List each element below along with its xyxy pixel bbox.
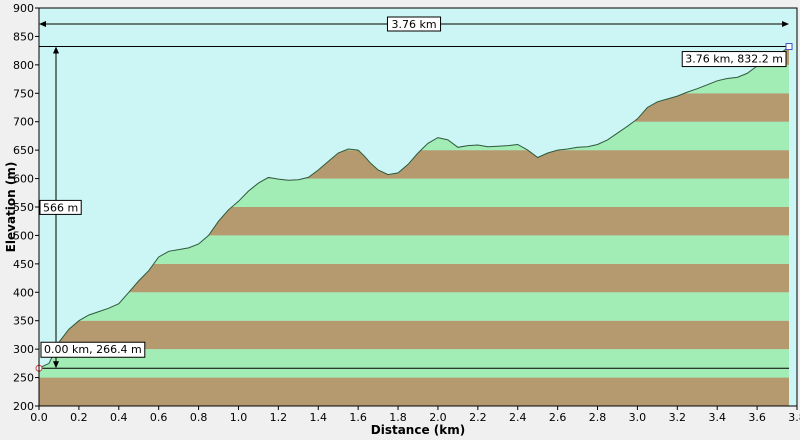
x-tick-label: 1.6 [349, 411, 367, 424]
x-axis-title: Distance (km) [371, 423, 465, 437]
y-tick-label: 600 [13, 173, 34, 186]
elevation-band-400 [39, 263, 789, 293]
y-tick-label: 400 [13, 286, 34, 299]
x-tick-label: 3.6 [748, 411, 766, 424]
x-tick-label: 2.4 [509, 411, 527, 424]
x-tick-label: 1.0 [230, 411, 248, 424]
x-tick-label: 2.8 [589, 411, 607, 424]
end-point-label-box [681, 51, 787, 68]
elevation-gain-label-box [39, 199, 82, 215]
x-tick-label: 1.2 [270, 411, 288, 424]
measurement-annotations: 3.76 km 566 m 0.00 km, 266.4 m 3.76 km, … [35, 16, 793, 372]
x-axis-ticks: 0.0 0.2 0.4 0.6 0.8 1.0 1.2 1.4 1.6 1.8 2.0 2.2 2.4 2… [30, 406, 800, 424]
y-tick-label: 500 [13, 229, 34, 242]
x-tick-label: 2.6 [549, 411, 567, 424]
x-tick-label: 0.6 [150, 411, 168, 424]
x-tick-label: 2.2 [469, 411, 487, 424]
end-point-label: 3.76 km, 832.2 m [685, 53, 783, 66]
end-point-marker[interactable] [785, 43, 793, 51]
y-tick-label: 550 [13, 201, 34, 214]
elevation-band-200 [39, 377, 789, 406]
y-tick-label: 300 [13, 343, 34, 356]
start-point-label: 0.00 km, 266.4 m [44, 343, 142, 356]
x-tick-label: 0.8 [190, 411, 208, 424]
elevation-gain-label: 566 m [43, 201, 78, 214]
y-tick-label: 350 [13, 315, 34, 328]
total-distance-label-box [386, 16, 442, 32]
y-axis-title: Elevation (m) [4, 162, 18, 253]
x-tick-label: 2.0 [429, 411, 447, 424]
x-tick-label: 1.4 [310, 411, 328, 424]
y-tick-label: 450 [13, 258, 34, 271]
total-distance-label: 3.76 km [391, 18, 436, 31]
elevation-band-300 [39, 320, 789, 350]
y-tick-label: 750 [13, 87, 34, 100]
x-tick-label: 3.8 [788, 411, 800, 424]
start-point-label-box [40, 341, 146, 358]
x-tick-label: 1.8 [389, 411, 407, 424]
elevation-profile-line [38, 46, 790, 369]
elevation-gain-arrowhead-bottom [53, 361, 59, 369]
total-distance-arrowhead-left [39, 21, 46, 27]
y-tick-label: 850 [13, 30, 34, 43]
y-tick-label: 700 [13, 116, 34, 129]
elevation-gain-arrowhead-top [53, 46, 59, 54]
elevation-band-350 [39, 292, 789, 321]
x-tick-label: 3.2 [669, 411, 687, 424]
y-tick-label: 900 [13, 2, 34, 15]
total-distance-arrowhead-right [782, 21, 790, 27]
x-tick-label: 3.4 [708, 411, 726, 424]
y-tick-label: 650 [13, 144, 34, 157]
elevation-band-250 [39, 349, 789, 378]
y-tick-label: 800 [13, 59, 34, 72]
x-tick-label: 3.0 [629, 411, 647, 424]
x-tick-label: 0.2 [70, 411, 88, 424]
plot-frame [38, 7, 798, 407]
y-tick-label: 250 [13, 372, 34, 385]
x-tick-label: 0.0 [30, 411, 48, 424]
y-axis-ticks: 200 250 300 350 400 450 500 550 600 650 700 750 800 8… [13, 2, 39, 413]
y-tick-label: 200 [13, 400, 34, 413]
x-tick-label: 0.4 [110, 411, 128, 424]
